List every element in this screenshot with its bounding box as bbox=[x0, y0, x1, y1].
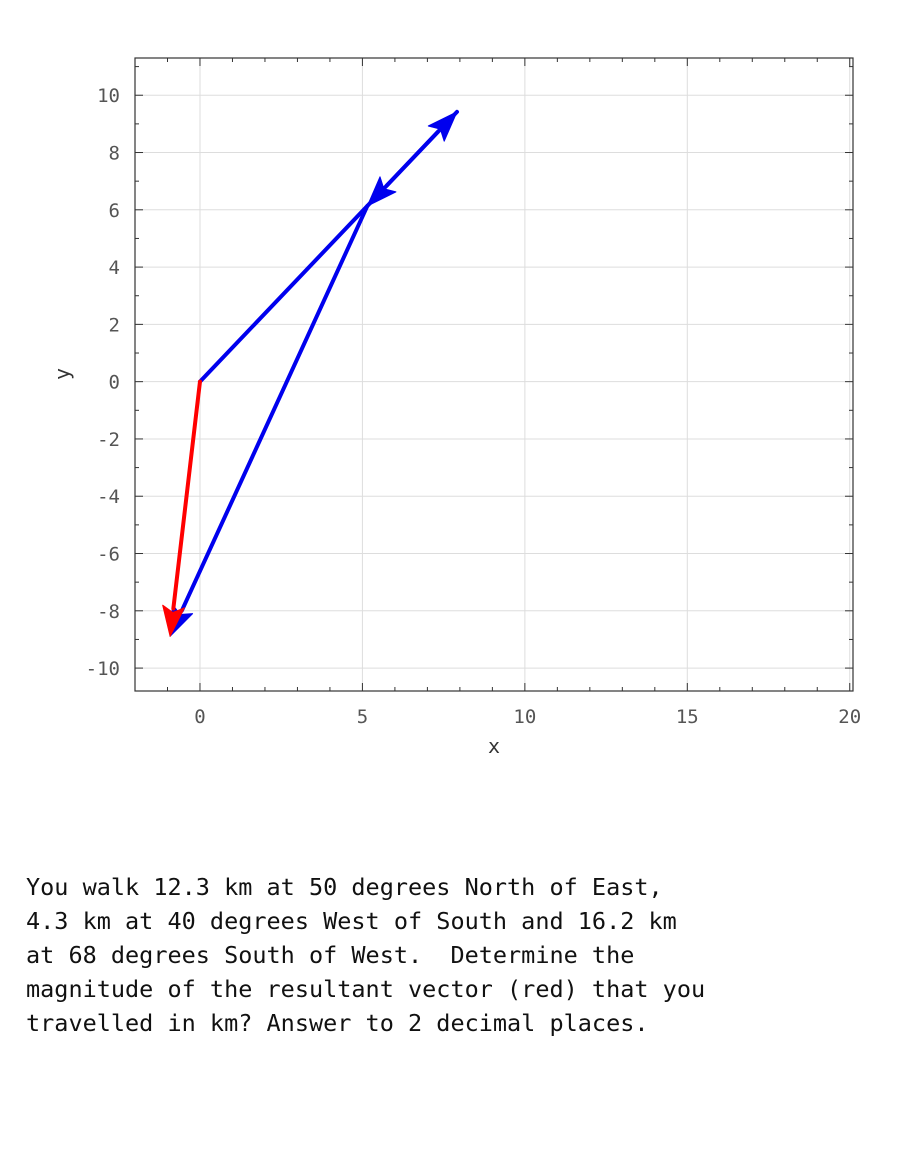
y-tick-label: 10 bbox=[97, 85, 120, 107]
x-tick-label: 15 bbox=[676, 706, 699, 728]
y-tick-label: 4 bbox=[109, 257, 120, 279]
y-tick-label: 6 bbox=[109, 200, 120, 222]
x-tick-label: 10 bbox=[513, 706, 536, 728]
y-tick-label: -10 bbox=[86, 658, 120, 680]
vector-2 bbox=[366, 109, 459, 207]
vectors bbox=[162, 109, 459, 637]
y-tick-label: -6 bbox=[97, 544, 120, 566]
vector-4 bbox=[162, 379, 202, 637]
vector-shaft bbox=[384, 109, 459, 188]
y-axis-label: y bbox=[50, 368, 74, 380]
vector-shaft bbox=[179, 204, 370, 613]
y-tick-label: -2 bbox=[97, 429, 120, 451]
y-tick-label: 2 bbox=[109, 314, 120, 336]
vector-arrowhead bbox=[162, 604, 185, 637]
question-text: You walk 12.3 km at 50 degrees North of … bbox=[26, 873, 706, 1037]
y-tick-label: 0 bbox=[109, 372, 120, 394]
x-tick-label: 5 bbox=[357, 706, 368, 728]
y-tick-label: -8 bbox=[97, 601, 120, 623]
x-tick-label: 20 bbox=[838, 706, 861, 728]
vector-shaft bbox=[171, 379, 202, 611]
vector-arrowhead bbox=[366, 176, 397, 207]
y-tick-label: -4 bbox=[97, 486, 120, 508]
x-axis-label: x bbox=[488, 734, 500, 758]
y-tick-label: 8 bbox=[109, 143, 120, 165]
plot-frame bbox=[134, 57, 854, 692]
x-tick-label: 0 bbox=[194, 706, 205, 728]
grid bbox=[135, 58, 853, 691]
